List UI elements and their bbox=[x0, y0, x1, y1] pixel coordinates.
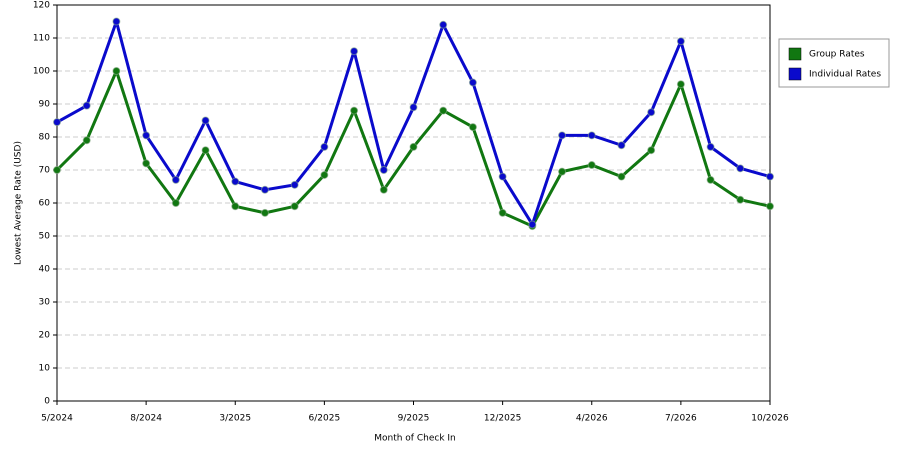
y-tick-label: 50 bbox=[39, 232, 51, 242]
y-tick-label: 40 bbox=[39, 265, 51, 275]
data-point bbox=[320, 170, 329, 179]
y-tick-label: 120 bbox=[33, 1, 50, 11]
data-point bbox=[528, 220, 537, 229]
data-point bbox=[409, 103, 418, 112]
data-point bbox=[112, 17, 121, 26]
y-tick-label: 70 bbox=[39, 166, 51, 176]
data-point bbox=[706, 175, 715, 184]
x-axis-label: Month of Check In bbox=[374, 434, 456, 444]
data-point bbox=[53, 166, 61, 174]
legend-swatch bbox=[788, 47, 802, 61]
y-tick-label: 100 bbox=[33, 67, 50, 77]
x-tick-label: 9/2025 bbox=[398, 414, 430, 424]
data-point bbox=[676, 80, 685, 89]
data-point bbox=[53, 118, 61, 127]
x-tick-label: 12/2025 bbox=[484, 414, 521, 424]
data-point bbox=[558, 167, 567, 176]
data-point bbox=[231, 177, 240, 186]
data-point bbox=[617, 141, 626, 150]
data-point bbox=[587, 131, 596, 140]
data-point bbox=[706, 142, 715, 151]
data-point bbox=[171, 175, 180, 184]
data-point bbox=[142, 131, 151, 140]
data-point bbox=[290, 180, 299, 189]
legend: Group Rates Individual Rates bbox=[778, 38, 890, 88]
y-tick-label: 10 bbox=[39, 364, 51, 374]
data-point bbox=[82, 136, 91, 145]
data-point bbox=[350, 47, 359, 56]
legend-label: Group Rates bbox=[809, 50, 865, 60]
y-tick-label: 60 bbox=[39, 199, 51, 209]
legend-label: Individual Rates bbox=[809, 70, 881, 80]
data-point bbox=[766, 202, 774, 211]
x-tick-label: 8/2024 bbox=[130, 414, 162, 424]
data-point bbox=[171, 199, 180, 207]
data-point bbox=[468, 78, 477, 87]
data-point bbox=[498, 208, 507, 217]
data-point bbox=[766, 172, 774, 181]
data-point bbox=[379, 166, 388, 174]
data-point bbox=[290, 202, 299, 211]
x-tick-label: 3/2025 bbox=[219, 414, 251, 424]
data-point bbox=[201, 116, 210, 125]
y-tick-label: 30 bbox=[39, 298, 51, 308]
x-tick-label: 5/2024 bbox=[41, 414, 73, 424]
data-point bbox=[142, 159, 151, 168]
data-point bbox=[468, 123, 477, 132]
data-point bbox=[676, 37, 685, 46]
data-point bbox=[587, 161, 596, 170]
y-tick-label: 20 bbox=[39, 331, 51, 341]
x-tick-label: 7/2026 bbox=[665, 414, 697, 424]
x-tick-label: 4/2026 bbox=[576, 414, 608, 424]
data-point bbox=[379, 185, 388, 194]
x-tick-label: 10/2026 bbox=[751, 414, 789, 424]
data-point bbox=[350, 106, 359, 115]
y-tick-label: 90 bbox=[39, 100, 51, 110]
legend-swatch bbox=[788, 67, 802, 81]
y-tick-label: 80 bbox=[39, 133, 51, 143]
data-point bbox=[736, 195, 745, 204]
data-point bbox=[82, 101, 91, 110]
data-point bbox=[647, 108, 656, 117]
data-point bbox=[647, 146, 656, 155]
data-point bbox=[231, 202, 240, 211]
data-point bbox=[439, 20, 448, 29]
data-point bbox=[112, 67, 121, 75]
y-axis-label: Lowest Average Rate (USD) bbox=[14, 141, 24, 265]
y-tick-label: 0 bbox=[44, 397, 50, 407]
y-tick-label: 110 bbox=[33, 34, 50, 44]
data-point bbox=[736, 164, 745, 173]
data-point bbox=[498, 172, 507, 181]
data-point bbox=[409, 142, 418, 151]
data-point bbox=[320, 142, 329, 151]
x-tick-label: 6/2025 bbox=[309, 414, 341, 424]
data-point bbox=[201, 146, 210, 155]
data-point bbox=[260, 185, 269, 194]
data-point bbox=[617, 172, 626, 181]
data-point bbox=[260, 208, 269, 217]
data-point bbox=[439, 106, 448, 115]
data-point bbox=[558, 131, 567, 140]
